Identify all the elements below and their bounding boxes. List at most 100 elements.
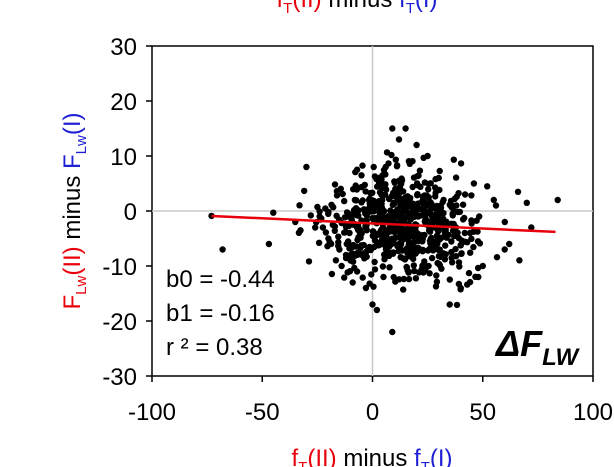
data-point	[506, 240, 513, 248]
data-point	[381, 216, 388, 223]
data-point	[369, 301, 376, 308]
data-point	[390, 189, 397, 196]
data-point	[410, 262, 417, 269]
data-point	[376, 189, 384, 196]
label-sub: T	[421, 459, 430, 467]
data-point	[400, 275, 408, 283]
data-point	[456, 263, 463, 270]
data-point	[411, 267, 418, 275]
data-point	[361, 181, 368, 189]
data-point	[358, 172, 365, 179]
data-point	[376, 210, 383, 217]
data-point	[346, 268, 354, 275]
panel-label-symbol: ΔF	[494, 323, 543, 364]
data-point	[208, 212, 215, 220]
data-point	[528, 224, 535, 231]
data-point	[467, 249, 474, 256]
data-point	[419, 248, 426, 255]
x-tick-label: -100	[128, 399, 176, 426]
label-part: f	[414, 445, 421, 467]
data-point	[350, 206, 358, 214]
label-sub: Lw	[73, 276, 90, 295]
data-point	[375, 242, 382, 249]
data-point	[405, 275, 413, 283]
data-point	[409, 244, 416, 251]
data-point	[345, 240, 352, 247]
data-point	[425, 262, 432, 270]
data-point	[360, 241, 367, 249]
data-point	[395, 177, 403, 184]
data-point	[386, 264, 393, 271]
data-point	[383, 149, 391, 156]
data-point	[219, 246, 226, 253]
data-point	[459, 201, 467, 208]
data-point	[440, 215, 447, 223]
data-point	[457, 160, 465, 167]
y-tick-label: 30	[110, 34, 137, 61]
data-point	[338, 262, 345, 270]
data-point	[366, 243, 373, 251]
data-point	[394, 195, 401, 203]
data-point	[383, 251, 390, 259]
data-point	[328, 201, 335, 208]
data-point	[401, 205, 408, 212]
data-point	[450, 156, 457, 163]
data-point	[265, 240, 273, 248]
data-point	[425, 186, 432, 193]
data-point	[339, 190, 346, 198]
data-point	[470, 243, 477, 251]
data-point	[397, 246, 405, 254]
data-point	[414, 172, 421, 180]
data-points	[208, 125, 561, 336]
data-point	[393, 162, 401, 169]
y-tick-label: 20	[110, 89, 137, 116]
data-point	[435, 260, 443, 268]
data-point	[401, 256, 409, 263]
data-point	[458, 237, 465, 244]
data-point	[401, 199, 408, 206]
data-point	[422, 208, 429, 215]
data-point	[378, 236, 386, 243]
data-point	[421, 231, 428, 239]
data-point	[346, 252, 354, 259]
data-point	[349, 279, 356, 286]
data-point	[363, 248, 370, 255]
data-point	[474, 264, 482, 272]
data-point	[413, 211, 420, 218]
data-point	[452, 245, 459, 253]
data-point	[385, 195, 393, 203]
data-point	[432, 189, 439, 197]
data-point	[358, 199, 365, 206]
data-point	[464, 239, 471, 246]
data-point	[468, 192, 475, 199]
data-point	[492, 202, 500, 209]
y-tick-label: -30	[102, 364, 137, 391]
data-point	[359, 162, 366, 169]
data-point	[409, 183, 416, 191]
data-point	[429, 247, 437, 254]
data-point	[389, 250, 397, 257]
label-part: f	[276, 0, 283, 13]
data-point	[473, 217, 480, 224]
data-point	[333, 212, 340, 219]
data-point	[352, 168, 359, 176]
data-point	[516, 257, 523, 264]
regression-line	[211, 214, 556, 234]
data-point	[312, 224, 319, 231]
data-point	[514, 188, 522, 195]
data-point	[440, 196, 447, 204]
data-point	[377, 174, 384, 181]
data-point	[448, 238, 455, 245]
data-point	[383, 232, 390, 239]
data-point	[409, 203, 417, 210]
data-point	[420, 261, 427, 269]
label-suffix: (II)	[59, 246, 86, 275]
x-tick-label: -50	[245, 399, 280, 426]
data-point	[333, 192, 341, 199]
data-point	[413, 180, 421, 187]
data-point	[448, 220, 455, 227]
data-point	[430, 211, 437, 219]
data-point	[402, 125, 409, 132]
data-point	[297, 227, 304, 234]
